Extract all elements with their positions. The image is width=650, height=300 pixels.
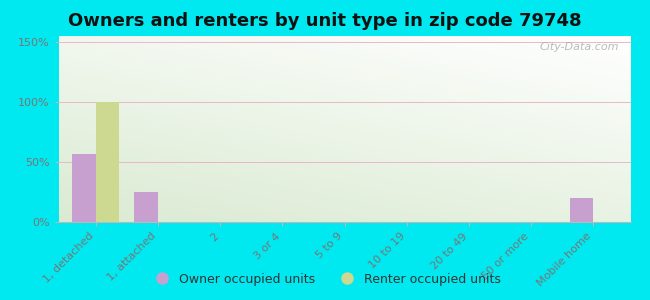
Bar	[96, 102, 120, 222]
Legend: Owner occupied units, Renter occupied units: Owner occupied units, Renter occupied un…	[144, 268, 506, 291]
Text: Owners and renters by unit type in zip code 79748: Owners and renters by unit type in zip c…	[68, 12, 582, 30]
Bar	[72, 154, 96, 222]
Text: City-Data.com: City-Data.com	[540, 42, 619, 52]
Bar	[569, 198, 593, 222]
Bar	[135, 192, 158, 222]
